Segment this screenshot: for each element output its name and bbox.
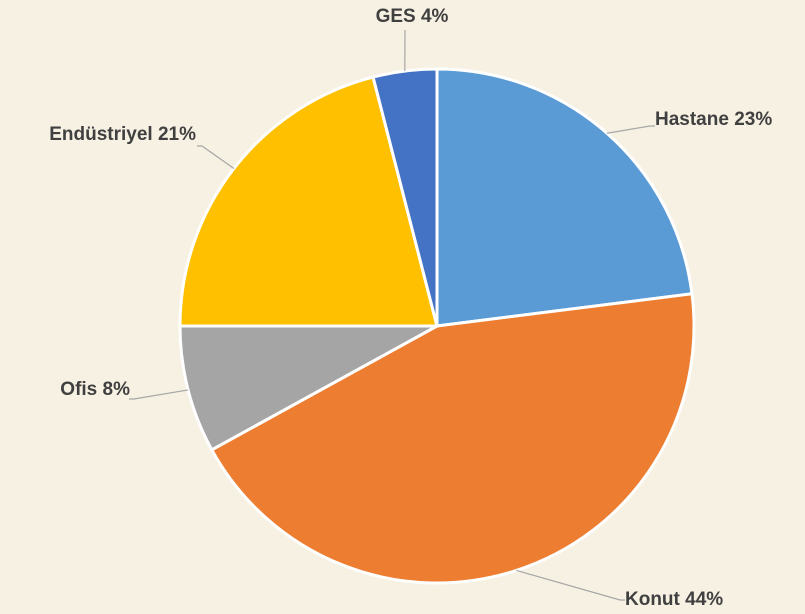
category-name: Ofis: [60, 379, 97, 400]
leader-line: [606, 125, 655, 134]
leader-line: [516, 569, 625, 601]
category-name: Hastane: [655, 109, 729, 130]
leader-line: [129, 389, 189, 400]
pie-slice: [435, 67, 694, 328]
value-label: 44%: [685, 589, 723, 610]
pie-slice: [209, 292, 696, 585]
data-label: Hastane 23%: [655, 109, 772, 130]
leader-line: [197, 145, 235, 169]
value-label: 23%: [734, 109, 772, 130]
data-label: Endüstriyel 21%: [49, 124, 196, 145]
data-label: GES 4%: [376, 6, 449, 27]
value-label: 21%: [158, 124, 196, 145]
pie-slice: [178, 75, 439, 328]
category-name: GES: [376, 6, 416, 27]
value-label: 4%: [421, 6, 449, 27]
data-label: Ofis 8%: [60, 379, 130, 400]
category-name: Konut: [625, 589, 681, 610]
pie-slice: [371, 67, 439, 327]
category-name: Endüstriyel: [49, 124, 152, 145]
value-label: 8%: [103, 379, 131, 400]
data-label: Konut 44%: [625, 589, 723, 610]
